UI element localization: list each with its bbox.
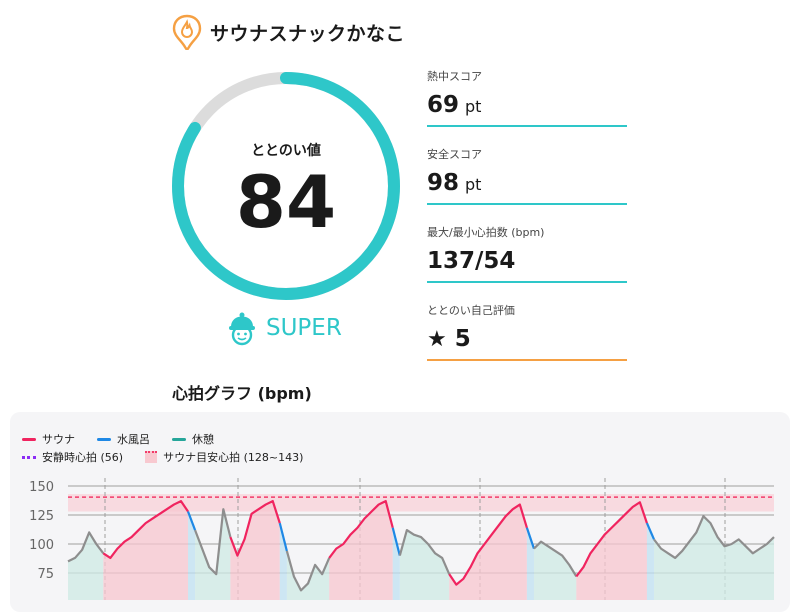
rank-label: SUPER <box>266 315 342 341</box>
legend-label: 安静時心拍 (56) <box>42 451 124 464</box>
heart-rate-line-sauna <box>102 499 189 560</box>
heart-rate-line-rest <box>653 515 775 560</box>
graph-title: 心拍グラフ (bpm) <box>172 384 312 403</box>
stat-safety-score: 安全スコア 98 pt <box>427 140 627 218</box>
score-value: 84 <box>235 160 337 244</box>
phase-area-rest <box>399 530 450 600</box>
target-range-band <box>68 494 774 512</box>
phase-area-cold <box>392 527 400 600</box>
legend-label: サウナ <box>42 433 75 446</box>
stat-heat-score: 熱中スコア 69 pt <box>427 62 627 140</box>
legend-sauna-target-range: サウナ目安心拍 (128~143) <box>145 449 303 465</box>
stat-label: 安全スコア <box>427 148 482 161</box>
legend-swatch <box>97 437 111 441</box>
mascot-icon <box>229 312 255 346</box>
heart-rate-line-sauna <box>229 499 281 557</box>
heart-rate-line-rest <box>67 531 105 563</box>
stat-label: 最大/最小心拍数 (bpm) <box>427 226 545 239</box>
divider <box>427 203 627 205</box>
phase-area-rest <box>195 509 231 600</box>
phase-area-rest <box>68 532 104 600</box>
stat-unit: pt <box>465 97 482 116</box>
phase-area-rest <box>533 541 577 600</box>
y-tick-label: 100 <box>29 538 54 553</box>
phase-area-rest <box>286 550 330 600</box>
stat-unit: pt <box>465 175 482 194</box>
stat-value: 137/54 <box>427 248 516 274</box>
score-stats: 熱中スコア 69 pt 安全スコア 98 pt 最大/最小心拍数 (bpm) 137… <box>427 62 627 374</box>
phase-area-sauna <box>449 504 527 600</box>
legend-resting-hr: 安静時心拍 (56) <box>22 449 123 465</box>
heart-rate-line-rest <box>285 550 331 592</box>
legend-cold-bath: 水風呂 <box>97 431 150 447</box>
legend-swatch <box>172 437 186 441</box>
stat-value: 69 <box>427 92 460 118</box>
phase-area-rest <box>653 516 774 600</box>
heart-rate-line-rest <box>398 528 451 575</box>
divider <box>427 125 627 127</box>
phase-area-sauna <box>103 501 189 600</box>
heart-rate-line-sauna <box>328 499 394 559</box>
stat-heart-rate-range: 最大/最小心拍数 (bpm) 137/54 <box>427 218 627 296</box>
divider <box>427 359 627 361</box>
divider <box>427 281 627 283</box>
totonoi-score-gauge: ととのい値 84 <box>170 70 402 302</box>
y-tick-label: 150 <box>29 480 54 495</box>
facility-header: サウナスナックかなこ <box>172 14 405 50</box>
legend-label: サウナ目安心拍 (128~143) <box>163 451 304 464</box>
gauge-progress-arc <box>172 72 400 300</box>
graph-legend: サウナ 水風呂 休憩 安静時心拍 (56) サウナ目安心拍 (128~143) <box>22 430 325 466</box>
heart-rate-line-cold <box>391 527 401 556</box>
heart-rate-line-cold <box>278 522 288 552</box>
stat-value: 98 <box>427 170 460 196</box>
y-tick-label: 125 <box>29 509 54 524</box>
phase-area-cold <box>646 523 654 600</box>
y-tick-label: 75 <box>37 567 54 582</box>
legend-sauna: サウナ <box>22 431 75 447</box>
legend-label: 水風呂 <box>117 433 150 446</box>
legend-swatch <box>22 437 36 441</box>
heart-rate-line-sauna <box>448 503 528 586</box>
legend-swatch <box>22 455 36 459</box>
phase-area-cold <box>279 523 287 600</box>
stat-label: ととのい自己評価 <box>427 304 515 317</box>
facility-name: サウナスナックかなこ <box>210 22 406 45</box>
rank-badge: SUPER <box>226 310 342 346</box>
heart-rate-line-cold <box>525 527 536 549</box>
score-label: ととのい値 <box>251 143 321 159</box>
legend-rest: 休憩 <box>172 431 214 447</box>
phase-area-cold <box>188 511 196 600</box>
stat-label: 熱中スコア <box>427 70 482 83</box>
heart-rate-line-cold <box>186 511 197 531</box>
legend-swatch <box>145 451 158 463</box>
stat-self-rating: ととのい自己評価 ★ 5 <box>427 296 627 374</box>
phase-area-sauna <box>329 501 393 600</box>
heart-rate-line-rest <box>194 508 232 576</box>
sauna-flame-icon <box>172 14 202 50</box>
legend-label: 休憩 <box>192 433 214 446</box>
heart-rate-line-sauna <box>575 501 648 578</box>
star-icon: ★ <box>427 327 447 352</box>
stat-value: 5 <box>454 326 471 352</box>
heart-rate-chart: 150 125 100 75 <box>29 478 775 600</box>
phase-area-sauna <box>576 502 647 600</box>
heart-rate-line-rest <box>533 540 578 578</box>
heart-rate-line-cold <box>645 522 655 540</box>
phase-area-sauna <box>230 501 280 600</box>
